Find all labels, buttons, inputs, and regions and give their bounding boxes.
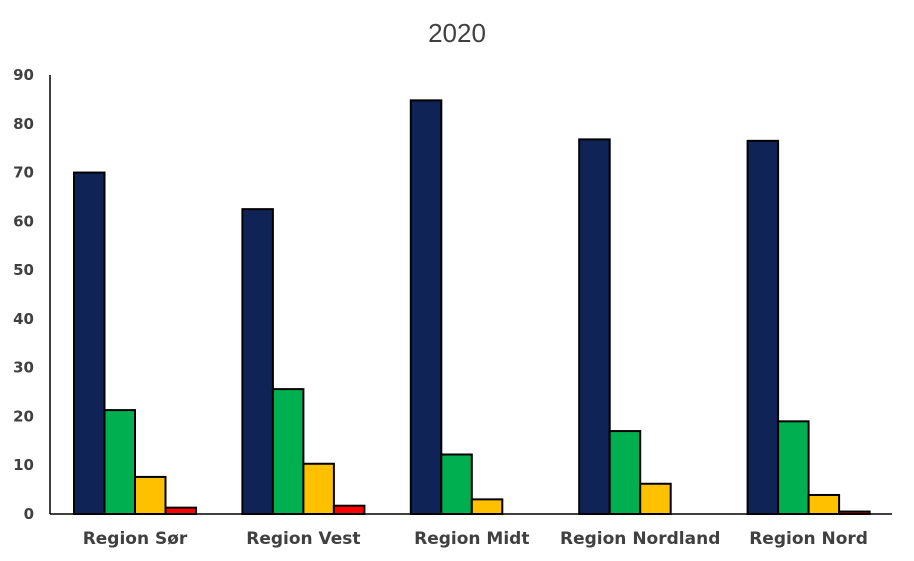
bar — [271, 388, 305, 515]
x-tick-label: Region Vest — [246, 529, 360, 549]
x-tick-label: Region Midt — [414, 529, 529, 549]
x-tick-label: Region Nord — [749, 529, 868, 549]
x-axis-ticks: Region Sør Region Vest Region Midt Region N… — [83, 529, 868, 549]
y-tick-label: 80 — [13, 115, 34, 133]
bar — [807, 493, 841, 515]
y-tick-label: 60 — [13, 212, 34, 230]
x-tick-label: Region Nordland — [560, 529, 720, 549]
y-tick-label: 40 — [13, 310, 34, 328]
bar — [578, 138, 611, 516]
bar — [639, 482, 672, 516]
bar — [409, 99, 443, 515]
y-tick-label: 50 — [13, 261, 34, 279]
bar — [134, 475, 167, 516]
bars — [73, 99, 871, 516]
x-tick-label: Region Sør — [83, 529, 188, 549]
y-tick-label: 20 — [13, 407, 34, 425]
bar — [103, 409, 136, 515]
y-tick-label: 0 — [24, 505, 34, 523]
bar — [608, 430, 642, 516]
bar — [164, 506, 197, 515]
bar — [746, 139, 780, 515]
y-tick-label: 90 — [13, 66, 34, 84]
bar — [440, 453, 473, 516]
bar — [470, 498, 504, 516]
chart-title: 2020 — [428, 18, 486, 48]
bar — [332, 504, 366, 515]
y-axis-ticks: 0 10 20 30 40 50 60 70 80 90 — [13, 66, 34, 523]
bar — [302, 462, 335, 515]
y-tick-label: 10 — [13, 456, 34, 474]
bar — [241, 208, 274, 515]
bar — [777, 420, 810, 516]
y-tick-label: 70 — [13, 164, 34, 182]
y-tick-label: 30 — [13, 359, 34, 377]
bar — [73, 171, 106, 516]
